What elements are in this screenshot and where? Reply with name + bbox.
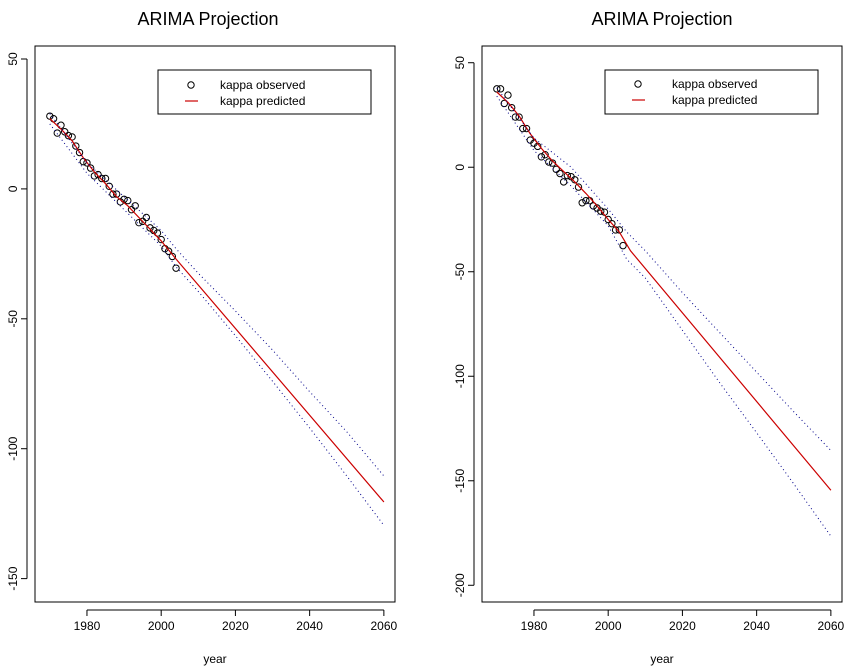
plot-area xyxy=(493,85,832,537)
observed-point xyxy=(98,174,106,183)
observed-point xyxy=(507,103,516,112)
chart-panel-right: ARIMA Projection year 1980 2000 2020 2040 20… xyxy=(453,9,845,666)
observed-point xyxy=(79,157,87,166)
y-tick-label: -150 xyxy=(453,468,467,492)
observed-point xyxy=(522,124,531,133)
observed-point xyxy=(545,158,553,166)
x-tick-label: 2020 xyxy=(222,619,249,633)
y-tick-label: 50 xyxy=(453,56,467,70)
legend-label-predicted: kappa predicted xyxy=(220,94,305,108)
legend: kappa observed kappa predicted xyxy=(604,69,819,115)
legend: kappa observed kappa predicted xyxy=(157,69,372,115)
observed-point xyxy=(563,171,572,180)
y-tick-label: -200 xyxy=(453,573,467,597)
observed-point xyxy=(53,129,61,137)
legend-box xyxy=(157,69,372,115)
observed-point xyxy=(608,219,616,228)
plot-frame xyxy=(481,45,843,603)
x-tick-label: 2060 xyxy=(371,619,398,633)
x-tick-label: 1980 xyxy=(74,619,101,633)
observed-point xyxy=(541,150,549,159)
y-tick-label: -100 xyxy=(453,364,467,388)
legend-marker-observed xyxy=(187,81,195,89)
y-tick-label: -150 xyxy=(6,566,20,590)
observed-point xyxy=(142,213,151,222)
observed-point xyxy=(157,235,165,244)
observed-point xyxy=(496,85,505,93)
chart-title: ARIMA Projection xyxy=(591,9,732,29)
interval-lower-line xyxy=(49,123,385,526)
x-tick-label: 2060 xyxy=(818,619,845,633)
legend-label-observed: kappa observed xyxy=(672,77,757,91)
observed-point xyxy=(578,199,586,207)
observed-point xyxy=(519,124,527,133)
y-tick-label: -50 xyxy=(6,310,20,328)
y-tick-label: 0 xyxy=(6,185,20,192)
observed-point xyxy=(604,215,612,224)
chart-panel-left: ARIMA Projection year 1980 2000 2020 2040 20… xyxy=(6,9,398,666)
legend-marker-observed xyxy=(634,80,642,88)
x-axis: 1980 2000 2020 2040 2060 xyxy=(74,609,398,633)
observed-point xyxy=(86,164,95,172)
observed-point xyxy=(127,205,136,214)
observed-point xyxy=(64,131,73,140)
y-tick-label: -50 xyxy=(453,263,467,281)
observed-point xyxy=(611,226,620,234)
observed-point xyxy=(138,217,147,226)
x-tick-label: 1980 xyxy=(521,619,548,633)
observed-point xyxy=(504,91,512,99)
x-tick-label: 2040 xyxy=(296,619,323,633)
observed-point xyxy=(515,113,523,121)
observed-point xyxy=(548,159,557,167)
x-tick-label: 2020 xyxy=(669,619,696,633)
predicted-line xyxy=(496,91,832,491)
x-axis-label: year xyxy=(650,652,673,666)
x-axis-label: year xyxy=(203,652,226,666)
observed-point xyxy=(72,142,80,150)
x-axis: 1980 2000 2020 2040 2060 xyxy=(521,609,845,633)
observed-point xyxy=(582,196,590,205)
observed-point xyxy=(83,159,91,167)
x-tick-label: 2000 xyxy=(148,619,175,633)
observed-point xyxy=(131,202,139,210)
interval-upper-line xyxy=(496,87,832,451)
interval-lower-line xyxy=(496,95,832,537)
y-axis: 50 0 -50 -100 -150 xyxy=(6,52,28,591)
observed-point xyxy=(101,174,110,183)
observed-point xyxy=(571,176,579,184)
y-axis: 50 0 -50 -100 -150 -200 xyxy=(453,56,475,597)
x-tick-label: 2040 xyxy=(743,619,770,633)
observed-point xyxy=(109,190,117,198)
predicted-line xyxy=(49,118,385,503)
observed-point xyxy=(172,264,180,272)
observed-point xyxy=(597,207,605,215)
legend-label-observed: kappa observed xyxy=(220,78,305,92)
observed-point xyxy=(619,241,627,250)
observed-point xyxy=(75,148,84,157)
observed-point xyxy=(574,183,583,191)
observed-point xyxy=(124,196,132,205)
observed-point xyxy=(559,178,568,186)
observed-point xyxy=(60,128,69,136)
observed-point xyxy=(556,169,564,178)
interval-upper-line xyxy=(49,113,385,477)
y-tick-label: -100 xyxy=(6,436,20,460)
legend-box xyxy=(604,69,819,115)
legend-label-predicted: kappa predicted xyxy=(672,93,757,107)
observed-point xyxy=(168,252,177,261)
observed-point xyxy=(146,224,154,232)
observed-point xyxy=(135,218,143,227)
chart-title: ARIMA Projection xyxy=(137,9,278,29)
plot-area xyxy=(46,112,385,526)
observed-point xyxy=(537,153,546,161)
observed-point xyxy=(94,170,102,179)
y-tick-label: 0 xyxy=(453,164,467,171)
x-tick-label: 2000 xyxy=(595,619,622,633)
y-tick-label: 50 xyxy=(6,52,20,66)
plot-frame xyxy=(34,45,396,603)
